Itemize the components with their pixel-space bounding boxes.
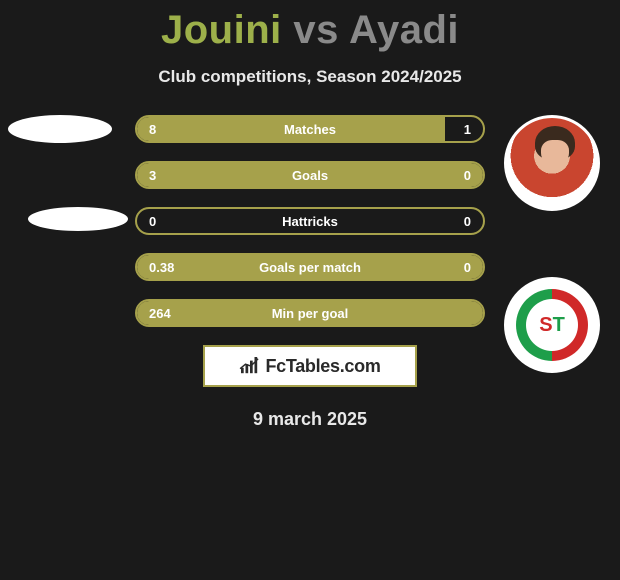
club-logo-graphic: ST bbox=[516, 289, 588, 361]
subtitle: Club competitions, Season 2024/2025 bbox=[0, 67, 620, 87]
player1-avatar-placeholder bbox=[8, 115, 112, 143]
right-avatars: ST bbox=[504, 115, 600, 373]
left-avatars bbox=[8, 115, 128, 231]
stat-label: Min per goal bbox=[137, 306, 483, 321]
stat-label: Goals per match bbox=[137, 260, 483, 275]
club-initial-t: T bbox=[553, 314, 565, 336]
stat-row: 0.38Goals per match0 bbox=[135, 253, 485, 281]
stat-label: Hattricks bbox=[137, 214, 483, 229]
vs-separator: vs bbox=[293, 8, 339, 52]
brand-watermark: FcTables.com bbox=[203, 345, 417, 387]
stat-right-value: 0 bbox=[464, 168, 471, 183]
bar-chart-icon bbox=[239, 357, 261, 375]
stats-bars: 8Matches13Goals00Hattricks00.38Goals per… bbox=[135, 115, 485, 327]
stat-row: 264Min per goal bbox=[135, 299, 485, 327]
stat-right-value: 0 bbox=[464, 260, 471, 275]
club-initial-s: S bbox=[539, 314, 552, 336]
stat-row: 8Matches1 bbox=[135, 115, 485, 143]
stat-label: Matches bbox=[137, 122, 483, 137]
player2-avatar bbox=[504, 115, 600, 211]
comparison-date: 9 march 2025 bbox=[0, 409, 620, 430]
brand-text: FcTables.com bbox=[265, 356, 380, 377]
content-area: ST 8Matches13Goals00Hattricks00.38Goals … bbox=[0, 115, 620, 430]
brand-name: FcTables bbox=[265, 356, 339, 376]
stat-right-value: 1 bbox=[464, 122, 471, 137]
player1-name: Jouini bbox=[161, 8, 282, 52]
stat-row: 3Goals0 bbox=[135, 161, 485, 189]
player1-club-placeholder bbox=[28, 207, 128, 231]
player2-name: Ayadi bbox=[349, 8, 459, 52]
stat-label: Goals bbox=[137, 168, 483, 183]
brand-domain: .com bbox=[340, 356, 381, 376]
stat-right-value: 0 bbox=[464, 214, 471, 229]
player2-club-logo: ST bbox=[504, 277, 600, 373]
stat-row: 0Hattricks0 bbox=[135, 207, 485, 235]
comparison-title: Jouini vs Ayadi bbox=[0, 0, 620, 53]
